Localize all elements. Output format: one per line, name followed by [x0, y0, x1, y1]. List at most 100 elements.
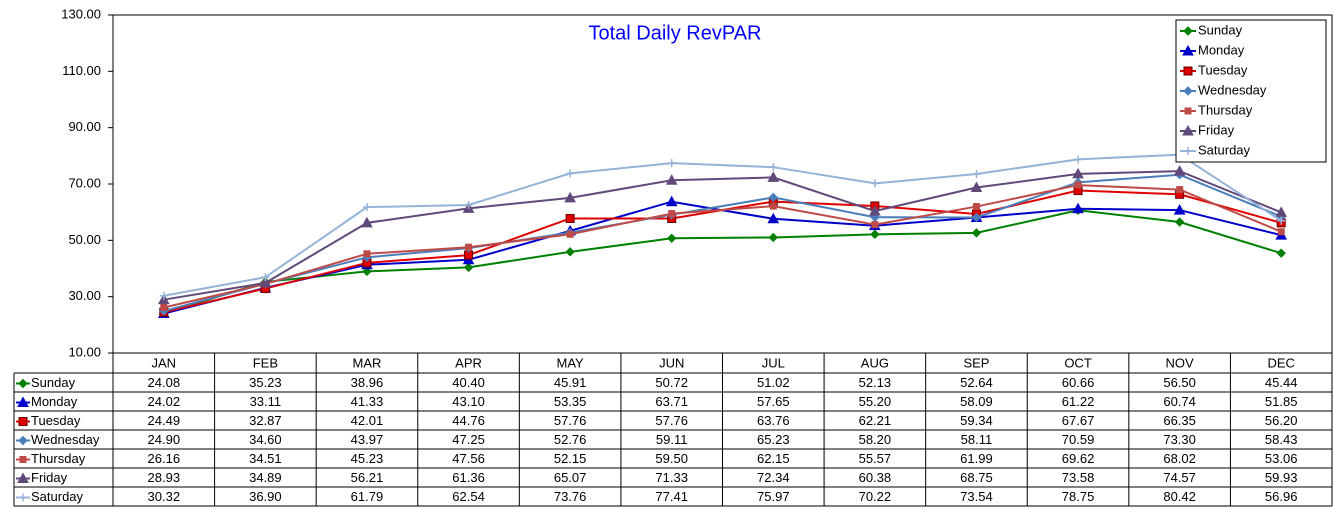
table-cell: 52.64 [960, 375, 993, 390]
table-cell: 75.97 [757, 489, 790, 504]
x-tick-label: AUG [861, 355, 889, 370]
table-cell: 57.65 [757, 394, 790, 409]
table-cell: 73.54 [960, 489, 993, 504]
data-point [870, 179, 879, 188]
table-row-label: Wednesday [31, 432, 100, 447]
table-row-label: Tuesday [31, 413, 81, 428]
table-cell: 63.76 [757, 413, 790, 428]
table-cell: 52.76 [554, 432, 587, 447]
table-legend-marker [17, 396, 29, 407]
table-cell: 45.23 [351, 451, 384, 466]
table-cell: 33.11 [250, 394, 282, 409]
table-cell: 45.44 [1265, 375, 1298, 390]
data-point [261, 273, 270, 282]
table-cell: 57.76 [655, 413, 688, 428]
table-cell: 34.51 [249, 451, 282, 466]
table-cell: 44.76 [452, 413, 485, 428]
table-cell: 63.71 [655, 394, 688, 409]
table-cell: 78.75 [1062, 489, 1095, 504]
y-tick-label: 10.00 [68, 344, 101, 359]
table-cell: 53.35 [554, 394, 587, 409]
data-point [971, 212, 982, 223]
table-cell: 34.89 [249, 470, 282, 485]
table-cell: 59.11 [656, 432, 688, 447]
table-cell: 43.97 [351, 432, 384, 447]
table-cell: 71.33 [655, 470, 688, 485]
table-cell: 62.54 [452, 489, 485, 504]
data-point [972, 203, 980, 211]
table-cell: 47.25 [452, 432, 485, 447]
legend-marker [1184, 147, 1192, 155]
data-point [667, 159, 676, 168]
table-cell: 68.02 [1163, 451, 1196, 466]
table-cell: 24.49 [148, 413, 181, 428]
table-row-label: Monday [31, 394, 78, 409]
y-tick-label: 130.00 [61, 6, 101, 21]
data-point [971, 228, 982, 238]
data-point [665, 195, 678, 207]
table-cell: 50.72 [655, 375, 688, 390]
data-point [1276, 248, 1286, 258]
table-cell: 32.87 [249, 413, 282, 428]
data-point [972, 170, 981, 179]
legend-label: Tuesday [1198, 62, 1248, 77]
legend-marker [1183, 26, 1193, 36]
table-cell: 68.75 [960, 470, 993, 485]
data-point [767, 212, 780, 224]
data-point [1074, 181, 1082, 189]
data-point [1173, 204, 1186, 215]
table-legend-marker [19, 456, 27, 463]
table-cell: 55.20 [859, 394, 892, 409]
data-point [769, 202, 777, 210]
legend-marker [1182, 44, 1194, 56]
data-point [1277, 216, 1286, 225]
table-cell: 60.66 [1062, 375, 1095, 390]
table-cell: 45.91 [554, 375, 587, 390]
series-line [163, 153, 1282, 297]
table-cell: 52.15 [554, 451, 587, 466]
table-cell: 43.10 [452, 394, 485, 409]
x-tick-label: DEC [1267, 355, 1294, 370]
table-cell: 56.96 [1265, 489, 1298, 504]
legend-label: Monday [1198, 42, 1245, 57]
data-point [1176, 186, 1184, 194]
series-line [163, 170, 1282, 301]
data-point [767, 171, 780, 182]
table-cell: 59.93 [1265, 470, 1298, 485]
data-point [362, 203, 371, 212]
data-point [1275, 206, 1288, 217]
table-cell: 61.99 [960, 451, 993, 466]
table-cell: 47.56 [452, 451, 485, 466]
table-cell: 57.76 [554, 413, 587, 428]
data-point [970, 181, 983, 193]
legend-label: Wednesday [1198, 82, 1267, 97]
x-tick-label: JAN [152, 355, 177, 370]
table-cell: 58.20 [859, 432, 892, 447]
table-cell: 74.57 [1163, 470, 1196, 485]
data-point [871, 221, 879, 229]
data-point [464, 201, 473, 210]
series-line [163, 209, 1282, 315]
data-point [869, 205, 881, 216]
legend [1175, 19, 1327, 163]
table-cell: 55.57 [859, 451, 892, 466]
data-point [768, 192, 778, 203]
table-cell: 73.76 [554, 489, 587, 504]
table-legend-marker [18, 417, 28, 426]
table-cell: 72.34 [757, 470, 790, 485]
data-point [463, 262, 474, 273]
series-line [163, 184, 1282, 309]
data-point [1277, 228, 1285, 236]
data-point [769, 163, 778, 172]
legend-marker [1184, 107, 1192, 115]
table-legend-marker [18, 435, 28, 446]
table-cell: 51.02 [757, 375, 790, 390]
x-tick-label: OCT [1064, 355, 1092, 370]
data-point [668, 210, 676, 218]
data-point [259, 276, 272, 288]
data-point [361, 216, 373, 228]
data-point [159, 291, 168, 300]
data-point [362, 266, 372, 277]
